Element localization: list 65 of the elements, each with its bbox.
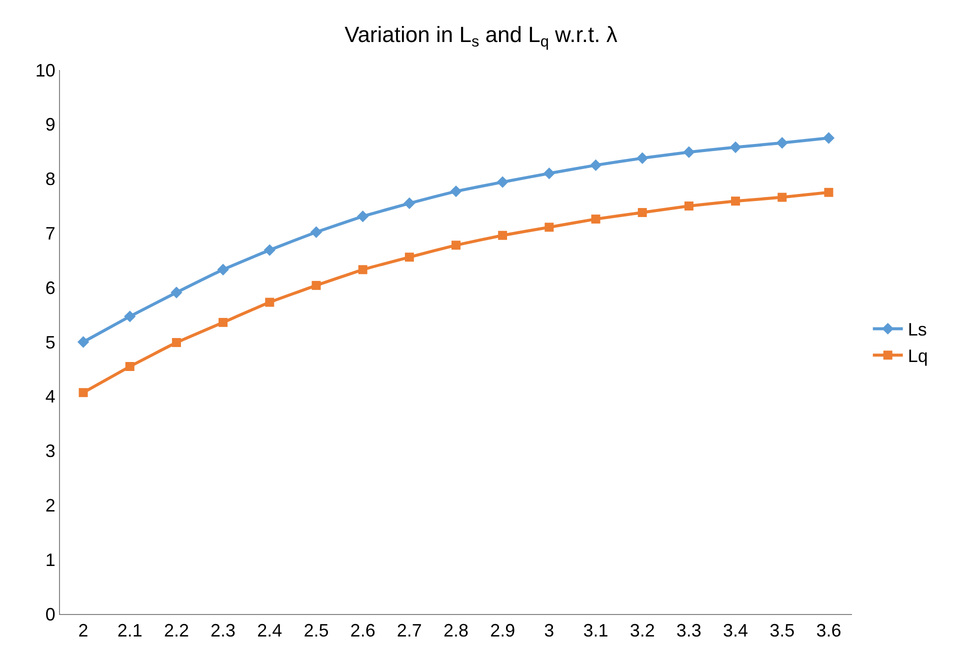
y-tick-label: 7 [45, 224, 56, 244]
y-tick-label: 2 [45, 496, 56, 516]
y-tick-label: 4 [45, 386, 56, 407]
x-tick-label: 2.2 [164, 620, 189, 641]
point [218, 318, 228, 327]
x-tick-label: 3 [544, 620, 554, 641]
point [731, 196, 740, 206]
point [358, 265, 368, 274]
point [776, 137, 788, 149]
point [498, 230, 508, 240]
x-tick-label: 2.1 [117, 620, 142, 641]
point [404, 252, 414, 262]
legend-label: Lq [908, 346, 928, 366]
point [822, 132, 835, 144]
point [77, 336, 90, 348]
point [450, 185, 462, 198]
x-tick-label: 3.6 [816, 620, 842, 641]
x-tick-label: 2.7 [396, 620, 422, 641]
y-tick-label: 5 [45, 332, 56, 352]
point [310, 226, 322, 238]
x-tick-label: 2.9 [490, 620, 516, 641]
point [544, 222, 554, 232]
point [591, 214, 600, 224]
x-tick-label: 2.5 [304, 620, 329, 641]
x-tick-label: 2.8 [443, 620, 469, 641]
point [730, 141, 742, 154]
point [124, 310, 136, 322]
point [683, 146, 695, 158]
point [543, 168, 556, 180]
point [404, 197, 416, 210]
point [172, 338, 181, 348]
point [496, 176, 508, 188]
y-tick-label: 0 [45, 604, 56, 624]
point [684, 202, 694, 210]
x-tick-label: 3.2 [630, 620, 655, 641]
y-tick-label: 10 [35, 60, 56, 80]
y-tick-label: 3 [45, 441, 56, 462]
point [778, 192, 787, 202]
point [125, 362, 134, 371]
point [638, 208, 647, 218]
point [824, 188, 834, 197]
point [312, 280, 321, 290]
chart-title: Variation in L$_{s}$ and L$_{q}$ w.r.t. λ [344, 22, 618, 51]
point [452, 240, 460, 250]
y-tick-label: 6 [45, 278, 56, 298]
y-tick-label: 1 [45, 550, 56, 570]
x-tick-label: 3.1 [583, 620, 608, 641]
x-tick-label: 2.4 [257, 620, 282, 641]
y-tick-label: 8 [45, 169, 56, 190]
point [265, 298, 274, 307]
x-tick-label: 3.3 [676, 620, 702, 641]
x-tick-label: 2.6 [350, 620, 376, 641]
x-tick-label: 2.3 [210, 620, 236, 641]
point [590, 159, 602, 172]
point [217, 264, 229, 276]
point [170, 286, 182, 298]
point [636, 152, 648, 164]
legend-label: Ls [908, 320, 927, 340]
point [78, 388, 88, 398]
point [356, 210, 369, 222]
y-tick-label: 9 [45, 114, 56, 135]
point [264, 244, 276, 256]
x-tick-label: 3.5 [770, 620, 795, 641]
x-tick-label: 3.4 [723, 620, 748, 641]
x-tick-label: 2 [78, 620, 88, 641]
